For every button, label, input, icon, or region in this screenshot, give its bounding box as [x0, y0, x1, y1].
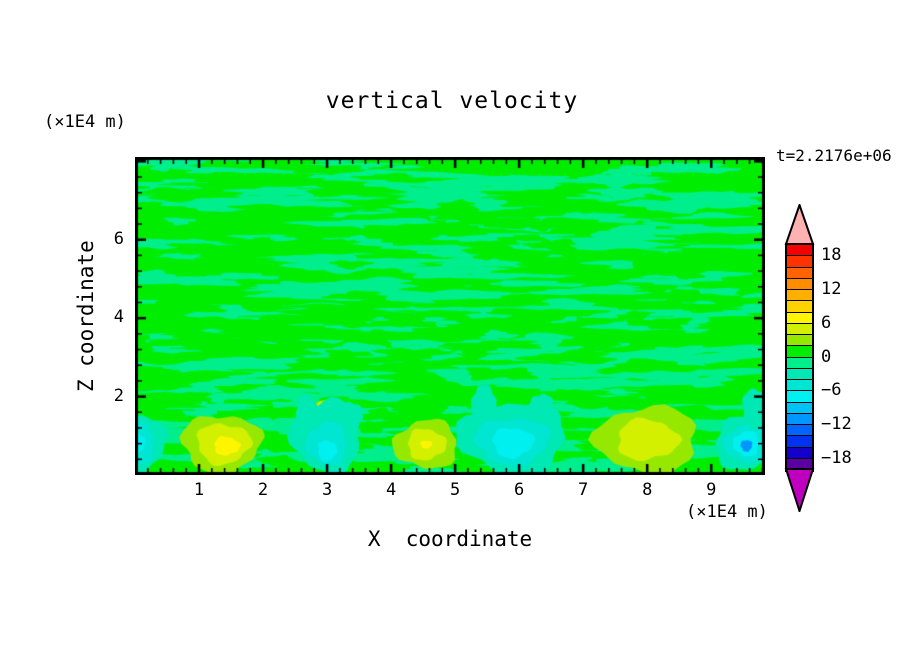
y-tick-label: 2: [113, 385, 124, 406]
colorbar-tick-label: 6: [821, 312, 832, 333]
colorbar-tick-label: 0: [821, 346, 832, 367]
colorbar-tick-label: −6: [821, 380, 842, 401]
colorbar-over-range-arrow-icon: [784, 204, 815, 245]
x-tick-label: 3: [321, 480, 333, 500]
contour-plot-canvas: [135, 157, 765, 475]
colorbar-cell: [787, 256, 812, 268]
colorbar-cell: [787, 290, 812, 302]
colorbar-tick-label: −12: [821, 414, 852, 434]
colorbar-cell: [787, 391, 812, 403]
colorbar-cell: [787, 301, 812, 313]
colorbar-cell: [787, 267, 812, 279]
colorbar-cell: [787, 425, 812, 437]
colorbar-cell: [787, 335, 812, 347]
y-axis-units-label: (×1E4 m): [44, 112, 126, 132]
x-tick-label: 5: [449, 480, 461, 500]
x-tick-label: 9: [706, 480, 717, 500]
colorbar-cell: [787, 413, 812, 425]
x-tick-label: 6: [514, 480, 525, 500]
colorbar-tick-label: −18: [821, 447, 852, 468]
x-tick-label: 4: [385, 480, 397, 500]
colorbar-cell: [787, 368, 812, 380]
x-tick-label: 8: [642, 480, 653, 500]
colorbar-cell: [787, 357, 812, 369]
colorbar-cell: [787, 402, 812, 414]
colorbar-cell: [787, 312, 812, 324]
colorbar-cell: [787, 458, 812, 470]
y-tick-label: 4: [113, 307, 124, 328]
colorbar-cell: [787, 245, 812, 257]
colorbar-cell: [787, 346, 812, 358]
colorbar-under-range-arrow-icon: [784, 468, 815, 512]
x-axis-title: X coordinate: [367, 527, 533, 551]
x-tick-label: 2: [257, 480, 269, 500]
colorbar-cell: [787, 436, 812, 448]
x-tick-label: 7: [578, 480, 589, 500]
x-tick-label: 1: [193, 480, 205, 500]
colorbar-cell: [787, 380, 812, 392]
colorbar-tick-label: 12: [821, 279, 842, 299]
colorbar: [785, 243, 814, 472]
colorbar-cell: [787, 278, 812, 290]
x-axis-units-label: (×1E4 m): [686, 502, 768, 522]
time-annotation: t=2.2176e+06: [776, 146, 892, 165]
colorbar-tick-label: 18: [821, 245, 842, 266]
y-tick-label: 6: [113, 228, 124, 249]
plot-title: vertical velocity: [325, 88, 579, 114]
colorbar-cell: [787, 323, 812, 335]
colorbar-cell: [787, 447, 812, 459]
